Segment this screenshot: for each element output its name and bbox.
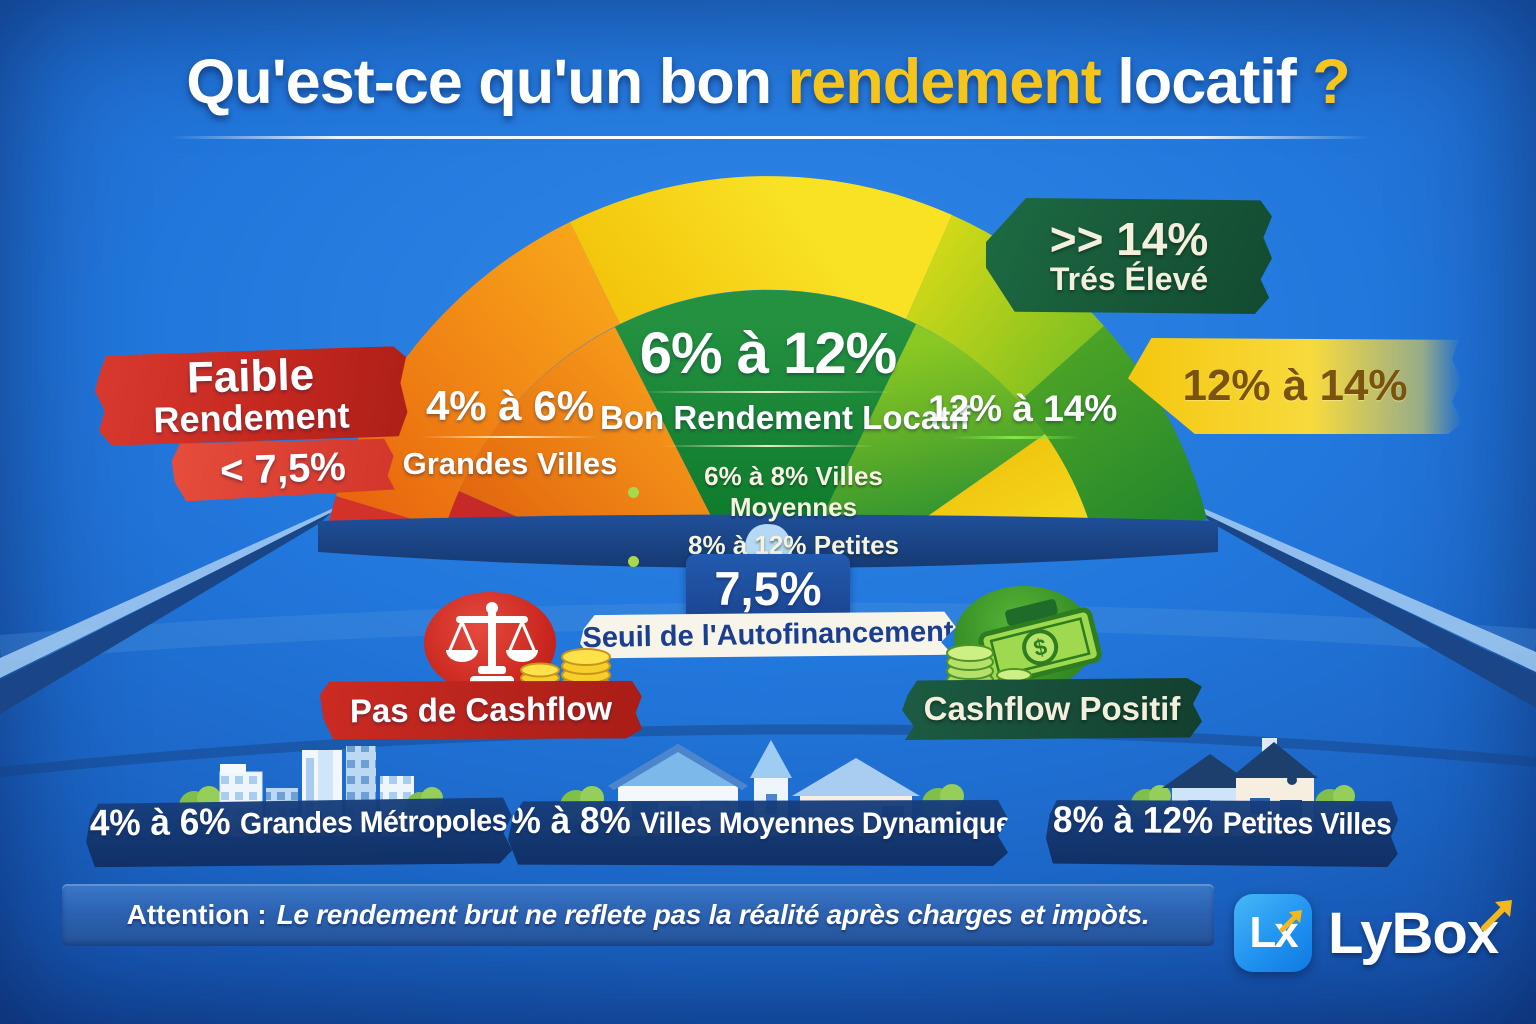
threshold-label-banner: Seuil de l'Autofinancement — [580, 609, 957, 662]
segment-bon-labels: 6% à 12% Bon Rendement Locatif 6% à 8% V… — [600, 320, 971, 592]
cashflow-negative-label: Pas de Cashflow — [349, 689, 613, 730]
arrow-up-right-icon — [1481, 899, 1513, 931]
segment-high-label: 12% à 14% — [928, 388, 1118, 430]
banner-cashflow-positif: Cashflow Positif — [902, 678, 1202, 740]
yellow-banner-range: 12% à 14% — [1182, 361, 1408, 410]
bon-range: 6% à 12% — [639, 321, 897, 386]
wedge-faible — [447, 491, 527, 521]
title-accent: rendement — [787, 47, 1102, 117]
orange-divider — [420, 436, 600, 438]
banner-villes-moyennes: 6% à 8% Villes Moyennes Dynamiques — [508, 800, 1008, 866]
banner-grandes-metropoles: 4% à 6% Grandes Métropoles — [86, 797, 513, 868]
orange-range: 4% à 6% — [425, 382, 595, 429]
orange-label: Grandes Villes — [402, 446, 618, 481]
gauge-inner-wedges — [447, 290, 1089, 521]
lybox-app-icon: Lx — [1234, 894, 1312, 972]
bon-label: Bon Rendement Locatif — [600, 399, 971, 436]
city-label: Grandes Métropoles — [240, 804, 508, 841]
cashflow-positive-label: Cashflow Positif — [923, 690, 1181, 727]
ring-yellow — [570, 176, 952, 324]
banknote-icon: $ — [978, 599, 1102, 688]
tres-eleve-label: Trés Élevé — [1049, 261, 1209, 298]
lybox-icon-text: Lx — [1249, 908, 1298, 957]
bon-divider-2 — [660, 445, 876, 447]
wedge-12-14 — [820, 324, 1045, 521]
bullet-dot-icon — [628, 555, 639, 567]
city-label: Petites Villes — [1222, 807, 1392, 842]
ring-green — [1019, 326, 1207, 521]
disclaimer-text: Le rendement brut ne reflete pas la réal… — [276, 899, 1150, 930]
disclaimer-prefix: Attention : — [126, 899, 267, 930]
wedge-yellow-right — [920, 434, 1089, 521]
arrow-up-right-icon — [1279, 910, 1302, 933]
lybox-wordmark-text: LyBox — [1328, 900, 1499, 966]
bullet-text: 6% à 8% Villes Moyennes — [704, 461, 883, 522]
gauge-base — [318, 514, 1218, 568]
banner-yellow-12-14: 12% à 14% — [1128, 338, 1462, 434]
banner-faible-rendement: Faible Rendement — [94, 346, 408, 446]
ring-red — [329, 496, 419, 521]
lybox-wordmark: LyBox — [1328, 899, 1513, 967]
dollar-sign: $ — [1031, 633, 1050, 661]
city-label: Villes Moyennes Dynamiques — [639, 807, 1027, 840]
city-range: 6% à 8% — [489, 800, 631, 841]
title-question-mark: ? — [1312, 47, 1350, 117]
faible-value: < 7,5% — [219, 444, 347, 493]
threshold-value: 7,5% — [714, 561, 822, 615]
faible-line2: Rendement — [153, 394, 351, 441]
banner-petites-villes: 8% à 12% Petites Villes — [1046, 799, 1398, 867]
high-divider — [950, 436, 1080, 439]
segment-orange-labels: 4% à 6% Grandes Villes — [392, 382, 628, 482]
tres-eleve-range: >> 14% — [1049, 213, 1209, 266]
bullet-dot-icon — [628, 486, 639, 498]
threshold-value-box: 7,5% — [686, 554, 850, 622]
title-part2: locatif — [1100, 47, 1313, 117]
ring-orange — [336, 222, 620, 521]
banner-pas-de-cashflow: Pas de Cashflow — [320, 678, 643, 741]
ring-lime — [906, 215, 1104, 402]
wedge-grandes-villes — [459, 327, 714, 521]
city-range: 4% à 6% — [90, 800, 232, 844]
gauge-pointer — [744, 524, 792, 556]
title-divider — [170, 136, 1370, 139]
wedge-bon-rendement — [615, 290, 916, 521]
brand-logo: Lx LyBox — [1234, 894, 1513, 972]
gauge-outer-ring — [329, 176, 1207, 521]
bon-divider-1 — [640, 391, 896, 393]
page-title: Qu'est-ce qu'un bon rendement locatif ? — [0, 46, 1536, 118]
faible-line1: Faible — [186, 350, 315, 403]
balance-scales-icon — [446, 602, 538, 685]
city-range: 8% à 12% — [1052, 798, 1214, 841]
bullet-villes-moyennes: 6% à 8% Villes Moyennes — [628, 461, 936, 523]
banner-tres-eleve: >> 14% Trés Élevé — [986, 198, 1272, 314]
high-range: 12% à 14% — [928, 388, 1118, 429]
threshold-label: Seuil de l'Autofinancement — [582, 615, 954, 654]
disclaimer-banner: Attention : Le rendement brut ne reflete… — [62, 884, 1214, 946]
title-part1: Qu'est-ce qu'un bon — [186, 47, 788, 117]
